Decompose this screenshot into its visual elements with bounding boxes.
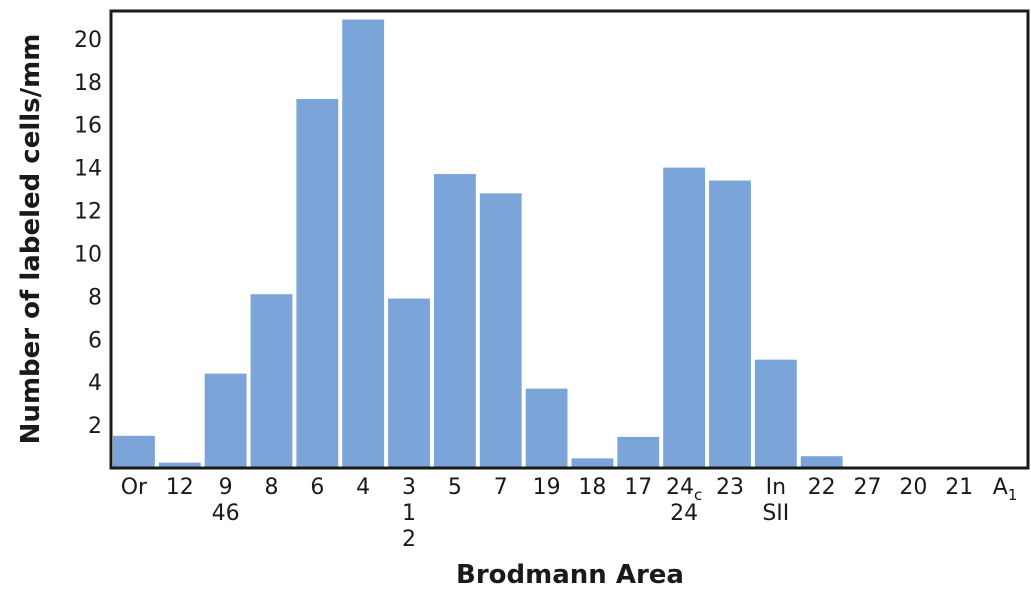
bar [525, 388, 568, 468]
x-tick-label: 19 [533, 475, 561, 500]
x-tick-label: 6 [310, 475, 324, 500]
bars-layer [113, 19, 843, 469]
bar [204, 373, 247, 468]
x-tick-label: 24c [666, 475, 702, 504]
y-tick-label: 18 [74, 71, 102, 96]
y-tick-label: 12 [74, 200, 102, 225]
bar [113, 435, 155, 468]
y-tick-label: 10 [74, 242, 102, 267]
bar [342, 19, 385, 469]
x-tick-label: 1 [402, 501, 416, 526]
x-tick-label: 5 [448, 475, 462, 500]
bar [250, 294, 293, 468]
x-tick-label: 2 [402, 527, 416, 552]
x-tick-label: 23 [716, 475, 744, 500]
bar [296, 98, 339, 468]
x-tick-label: Or [121, 475, 148, 500]
y-tick-label: 8 [88, 285, 102, 310]
plot-frame [109, 9, 1030, 470]
y-axis-title: Number of labeled cells/mm [16, 34, 46, 445]
y-ticks-layer: 2 4 6 8 10 12 14 16 18 20 [74, 28, 102, 439]
x-tick-label: 20 [899, 475, 927, 500]
x-tick-label: 3 [402, 475, 416, 500]
bar [617, 436, 660, 468]
bar [158, 462, 201, 468]
x-axis-title: Brodmann Area [456, 560, 684, 590]
x-tick-label: 21 [945, 475, 973, 500]
y-tick-label: 20 [74, 28, 102, 53]
bar [800, 456, 843, 468]
bar [388, 298, 430, 468]
bar [754, 359, 797, 468]
x-tick-label: 8 [264, 475, 278, 500]
x-tick-label: 18 [578, 475, 606, 500]
x-tick-label: 4 [356, 475, 370, 500]
x-tick-label: 46 [212, 501, 240, 526]
x-tick-label: SII [762, 501, 789, 526]
x-tick-label: 7 [494, 475, 508, 500]
y-tick-label: 16 [74, 114, 102, 139]
x-tick-label: 22 [808, 475, 836, 500]
bar [663, 167, 706, 468]
x-tick-label: 12 [166, 475, 194, 500]
x-tick-label: In [766, 475, 786, 500]
bar [571, 458, 614, 468]
bar [709, 180, 751, 468]
x-tick-label: 27 [854, 475, 882, 500]
y-tick-label: 2 [88, 414, 102, 439]
x-tick-label: 24 [670, 501, 698, 526]
y-tick-label: 4 [88, 371, 102, 396]
x-tick-label: A1 [993, 475, 1018, 504]
x-tick-label: 9 [219, 475, 233, 500]
y-tick-label: 14 [74, 157, 102, 182]
bar [479, 193, 522, 468]
y-tick-label: 6 [88, 328, 102, 353]
x-tick-label: 17 [624, 475, 652, 500]
bar [433, 174, 476, 468]
